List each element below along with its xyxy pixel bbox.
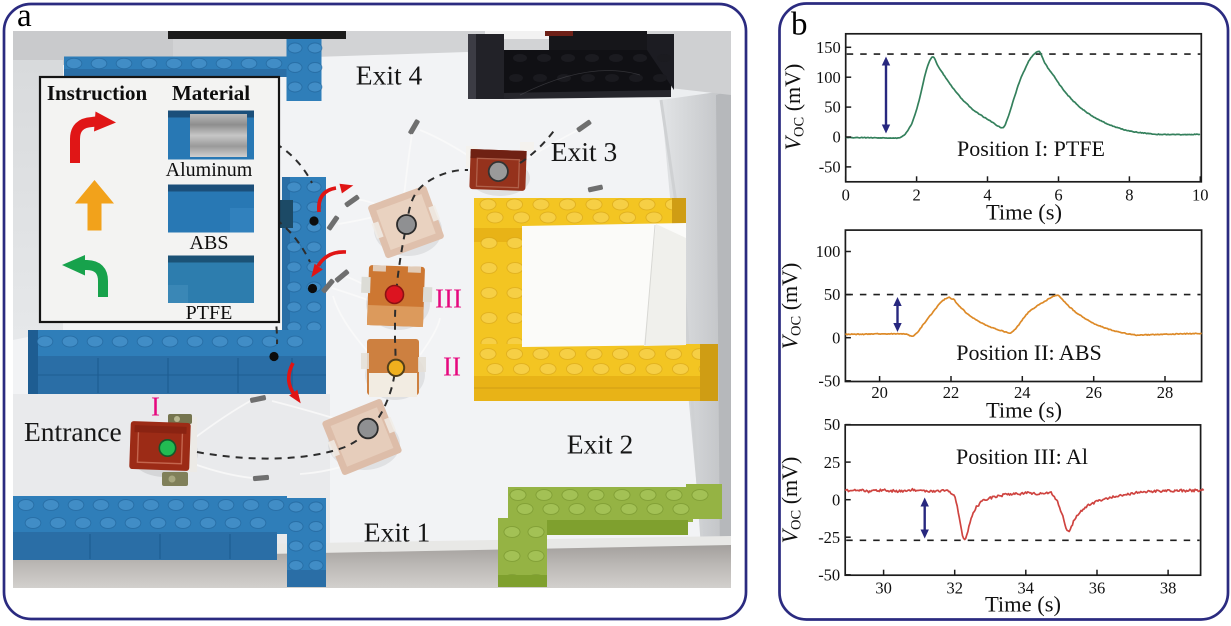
svg-text:34: 34: [1018, 579, 1035, 598]
svg-text:50: 50: [824, 285, 841, 304]
svg-text:ABS: ABS: [190, 232, 229, 254]
svg-text:50: 50: [824, 415, 841, 434]
svg-text:Position I: PTFE: Position I: PTFE: [957, 136, 1105, 161]
svg-text:Time (s): Time (s): [986, 200, 1062, 225]
svg-text:VOC (mV): VOC (mV): [777, 263, 805, 350]
svg-text:0: 0: [832, 328, 840, 347]
svg-text:Exit 4: Exit 4: [356, 60, 423, 91]
svg-text:2: 2: [912, 186, 920, 205]
svg-text:8: 8: [1125, 186, 1133, 205]
svg-text:PTFE: PTFE: [186, 302, 233, 324]
svg-text:20: 20: [871, 383, 888, 402]
svg-text:-50: -50: [818, 371, 840, 390]
svg-text:26: 26: [1085, 383, 1102, 402]
svg-text:100: 100: [816, 68, 841, 87]
svg-text:0: 0: [832, 128, 840, 147]
svg-text:III: III: [435, 284, 462, 314]
svg-text:6: 6: [1054, 186, 1062, 205]
svg-text:a: a: [17, 0, 32, 34]
svg-text:22: 22: [943, 383, 960, 402]
svg-text:0: 0: [842, 186, 850, 205]
svg-text:b: b: [791, 7, 808, 43]
svg-text:-25: -25: [818, 528, 840, 547]
svg-text:28: 28: [1157, 383, 1174, 402]
svg-text:Entrance: Entrance: [24, 416, 122, 447]
svg-text:50: 50: [824, 98, 841, 117]
svg-text:30: 30: [875, 579, 892, 598]
svg-text:Exit 3: Exit 3: [551, 136, 617, 167]
svg-text:Time (s): Time (s): [985, 592, 1061, 617]
svg-text:36: 36: [1089, 579, 1106, 598]
svg-text:Time (s): Time (s): [986, 398, 1062, 423]
svg-text:100: 100: [816, 242, 841, 261]
svg-text:150: 150: [816, 38, 841, 57]
svg-text:32: 32: [946, 579, 963, 598]
svg-text:4: 4: [983, 186, 991, 205]
svg-text:Exit 1: Exit 1: [364, 517, 430, 548]
svg-text:Aluminum: Aluminum: [166, 159, 253, 181]
svg-text:Position II: ABS: Position II: ABS: [956, 340, 1101, 365]
svg-text:10: 10: [1192, 186, 1209, 205]
svg-text:VOC (mV): VOC (mV): [777, 457, 805, 544]
svg-text:-50: -50: [819, 158, 841, 177]
svg-text:38: 38: [1160, 579, 1177, 598]
svg-text:Instruction: Instruction: [47, 81, 148, 105]
svg-text:25: 25: [824, 453, 841, 472]
svg-text:Exit 2: Exit 2: [567, 429, 633, 460]
svg-text:I: I: [151, 392, 160, 422]
svg-text:VOC (mV): VOC (mV): [780, 64, 808, 151]
svg-text:II: II: [443, 352, 461, 382]
svg-text:24: 24: [1014, 383, 1031, 402]
svg-text:-50: -50: [818, 565, 840, 584]
svg-text:Position III: Al: Position III: Al: [956, 444, 1088, 469]
svg-text:0: 0: [832, 490, 840, 509]
svg-text:Material: Material: [172, 81, 250, 105]
